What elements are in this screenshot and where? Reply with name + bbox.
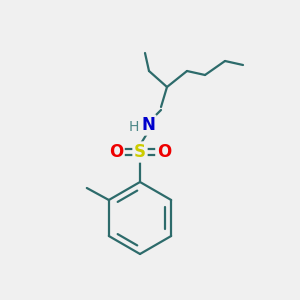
Text: N: N (141, 116, 155, 134)
Text: S: S (134, 143, 146, 161)
Text: O: O (157, 143, 171, 161)
Text: H: H (129, 120, 139, 134)
Text: O: O (109, 143, 123, 161)
